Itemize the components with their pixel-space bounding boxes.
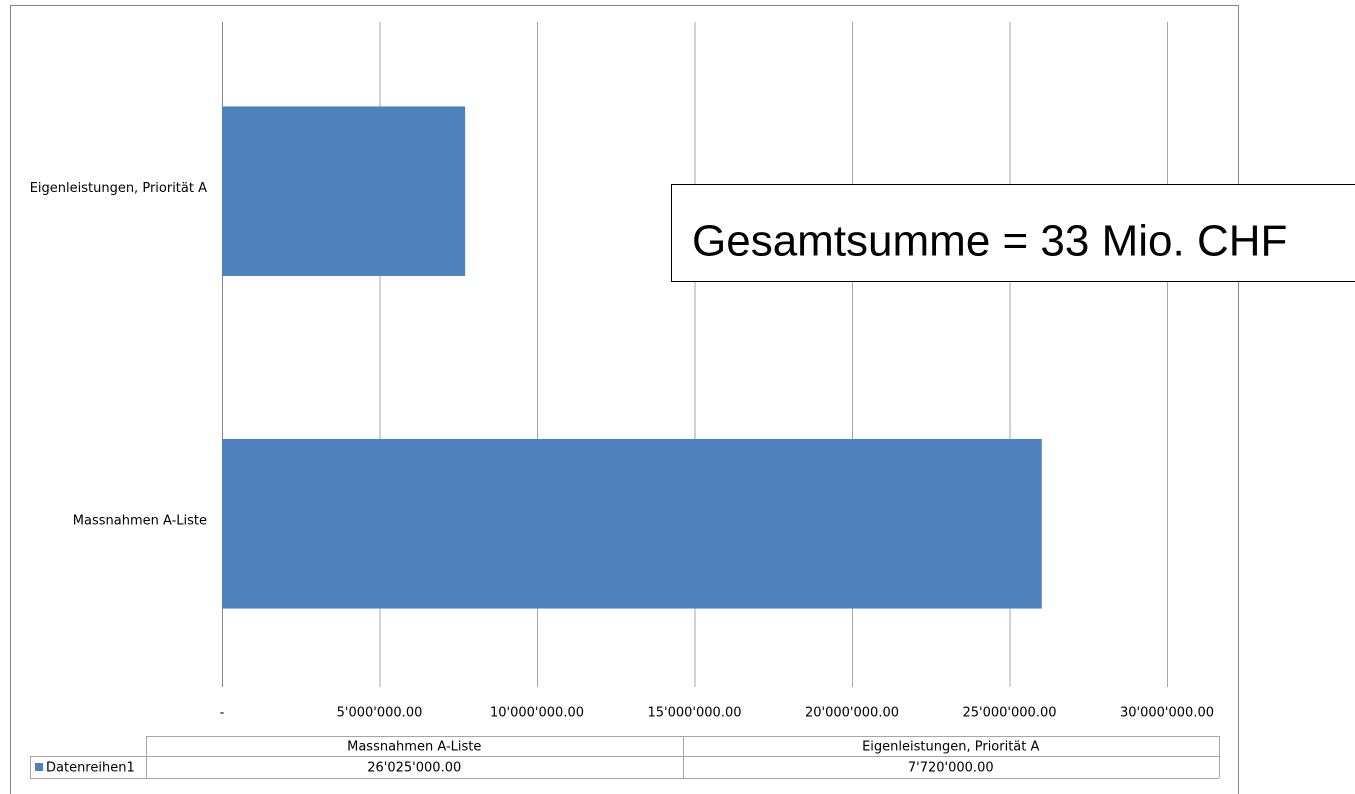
y-tick-label: Massnahmen A-Liste (73, 513, 207, 528)
x-tick-label: 10'000'000.00 (490, 706, 584, 721)
table-value: 26'025'000.00 (367, 761, 461, 776)
bar (222, 106, 466, 277)
x-tick-label: 5'000'000.00 (337, 706, 423, 721)
table-header: Massnahmen A-Liste (347, 740, 481, 755)
y-tick-label: Eigenleistungen, Priorität A (30, 181, 207, 196)
legend-key (35, 763, 43, 771)
x-tick-label: 20'000'000.00 (805, 706, 899, 721)
annotation-box (671, 184, 1355, 282)
legend-label: Datenreihen1 (46, 761, 135, 776)
annotation: Gesamtsumme = 33 Mio. CHF (692, 217, 1287, 266)
x-tick-label: 25'000'000.00 (963, 706, 1057, 721)
bar (222, 438, 1042, 609)
x-tick-label: 30'000'000.00 (1120, 706, 1214, 721)
x-tick-label: 15'000'000.00 (648, 706, 742, 721)
table-value: 7'720'000.00 (908, 761, 994, 776)
x-tick-label: - (220, 706, 225, 721)
table-header: Eigenleistungen, Priorität A (862, 740, 1039, 755)
chart-border (10, 5, 1239, 794)
